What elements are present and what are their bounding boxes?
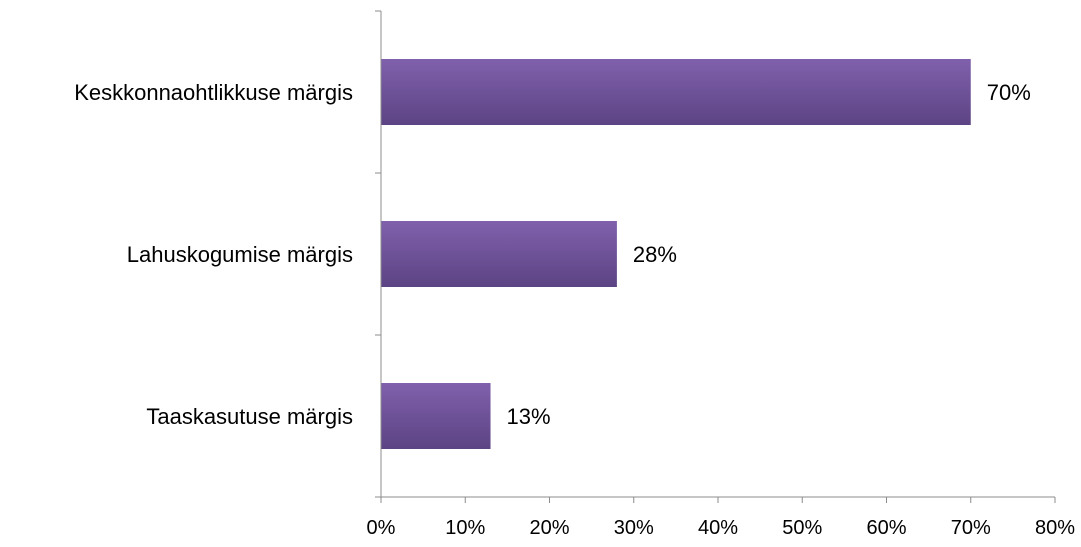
x-tick-label: 70% <box>951 517 991 539</box>
plot-area: 70% Keskkonnaohtlikkuse märgis 28% Lahuskog… <box>74 10 1075 539</box>
category-label: Taaskasutuse märgis <box>146 404 353 429</box>
bar <box>381 59 971 125</box>
x-tick-label: 30% <box>614 517 654 539</box>
category-label: Keskkonnaohtlikkuse märgis <box>74 80 353 105</box>
x-tick-label: 0% <box>367 517 396 539</box>
x-tick-label: 40% <box>698 517 738 539</box>
x-tick-label: 10% <box>445 517 485 539</box>
x-tick-label: 20% <box>529 517 569 539</box>
bar <box>381 383 491 449</box>
x-tick-label: 80% <box>1035 517 1075 539</box>
x-tick-label: 50% <box>782 517 822 539</box>
data-label: 28% <box>633 242 677 267</box>
category-label: Lahuskogumise märgis <box>127 242 353 267</box>
bar <box>381 221 617 287</box>
data-label: 13% <box>507 404 551 429</box>
data-label: 70% <box>987 80 1031 105</box>
x-tick-label: 60% <box>866 517 906 539</box>
